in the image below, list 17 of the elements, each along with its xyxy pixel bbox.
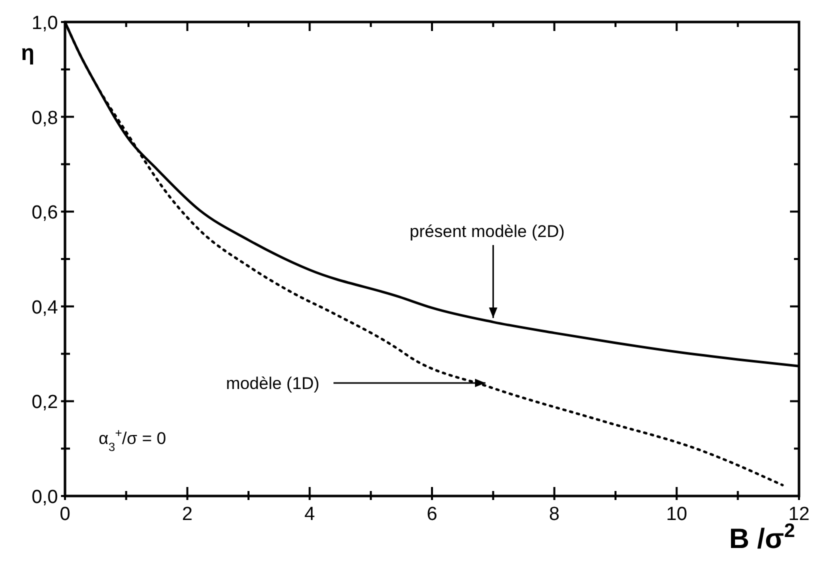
x-tick-label: 8 [549, 504, 560, 525]
x-tick-label: 4 [304, 504, 316, 525]
x-tick-label: 2 [182, 504, 193, 525]
y-tick-label: 0,2 [32, 392, 58, 414]
annotation: présent modèle (2D) [410, 222, 565, 242]
annotation: α$_{3}$$^{+}$/σ = 0 [98, 426, 166, 454]
x-tick-label: 6 [426, 504, 438, 525]
y-tick-label: 0,6 [32, 202, 58, 224]
x-tick-label: 10 [666, 504, 688, 525]
y-tick-label: 1,0 [32, 13, 58, 34]
y-tick-label: 0,0 [32, 487, 58, 508]
x-tick-label: 0 [60, 504, 70, 525]
annotation: modèle (1D) [226, 374, 320, 393]
y-tick-label: 0,4 [32, 297, 58, 318]
y-tick-label: 0,8 [32, 108, 58, 129]
x-axis-title: B /σ$^{2}$ [729, 520, 796, 554]
y-axis-title: η [21, 40, 34, 65]
